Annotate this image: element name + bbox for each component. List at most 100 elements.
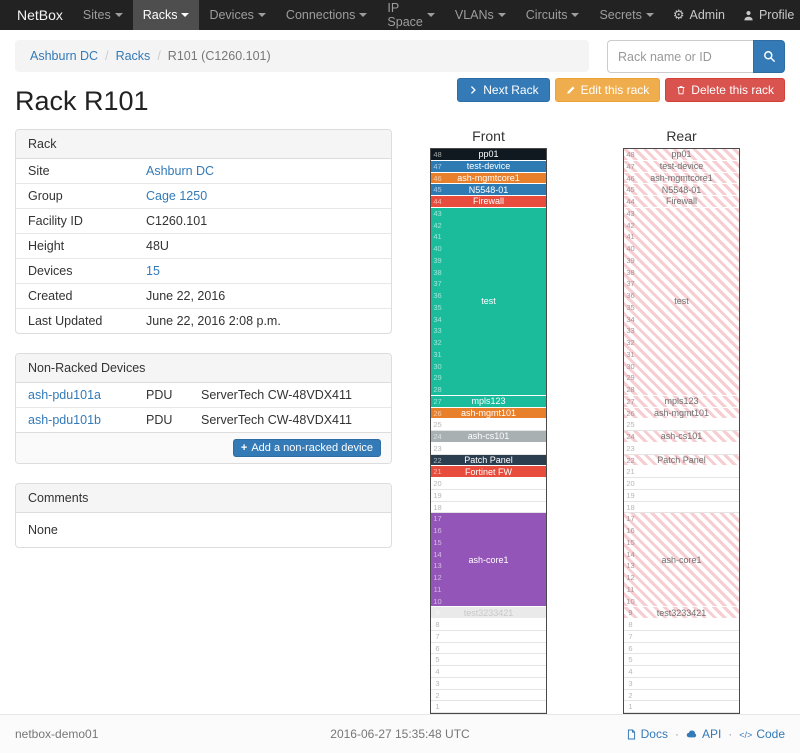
nav-admin[interactable]: ⚙ Admin — [664, 0, 734, 30]
rack-device-ash-mgmt101[interactable]: ash-mgmt101 — [624, 407, 739, 420]
rack-device-ash-mgmt101[interactable]: ash-mgmt101 — [431, 407, 546, 420]
rack-elevations: Front pp01 test-device ash-mgmtcore1 N5548-… — [392, 129, 785, 714]
rack-device-n5548-01[interactable]: N5548-01 — [624, 184, 739, 196]
chevron-down-icon — [257, 13, 266, 17]
nav-item-racks[interactable]: Racks — [132, 0, 200, 30]
breadcrumb-item-ashburn-dc[interactable]: Ashburn DC — [30, 49, 99, 63]
next-rack-button[interactable]: Next Rack — [457, 78, 550, 102]
nav-item-circuits[interactable]: Circuits — [516, 0, 590, 30]
attribute-value: 15 — [134, 258, 391, 284]
footer-link-label: Docs — [640, 727, 668, 741]
rack-unit-empty — [431, 689, 546, 702]
footer-link-code[interactable]: </> Code — [739, 727, 785, 741]
rack-device-fortinet-fw[interactable]: Fortinet FW — [431, 466, 546, 478]
rack-unit-empty — [624, 701, 739, 713]
rack-device-firewall[interactable]: Firewall — [624, 196, 739, 208]
device-label: ash-mgmt101 — [653, 407, 710, 418]
brand-logo[interactable]: NetBox — [17, 7, 63, 23]
footer-link-label: API — [701, 727, 722, 741]
nav-item-sites[interactable]: Sites — [73, 0, 133, 30]
rack-panel-title: Rack — [16, 130, 391, 159]
nav-item-ip-space[interactable]: IP Space — [377, 0, 444, 30]
add-nonracked-device-button[interactable]: + Add a non-racked device — [232, 439, 381, 457]
rack-unit-empty — [624, 689, 739, 702]
nav-item-vlans[interactable]: VLANs — [445, 0, 516, 30]
navbar-right: ⚙AdminProfileLog out — [664, 0, 800, 30]
rack-device-ash-cs101[interactable]: ash-cs101 — [431, 431, 546, 443]
attribute-value-link[interactable]: Cage 1250 — [146, 189, 208, 203]
rack-attribute-row: Devices 15 — [16, 258, 391, 284]
device-label: test-device — [466, 161, 511, 172]
rack-device-test3233421[interactable]: test3233421 — [431, 607, 546, 619]
rack-unit-empty — [624, 442, 739, 455]
footer-link-docs[interactable]: Docs — [626, 727, 668, 741]
nav-item-secrets[interactable]: Secrets — [589, 0, 663, 30]
attribute-name: Devices — [16, 258, 134, 284]
rack-device-firewall[interactable]: Firewall — [431, 196, 546, 208]
nav-item-label: Secrets — [599, 8, 642, 22]
nav-item-label: Connections — [285, 8, 356, 22]
rack-device-ash-mgmtcore1[interactable]: ash-mgmtcore1 — [624, 172, 739, 185]
nav-item-connections[interactable]: Connections — [276, 0, 378, 30]
rack-device-pp01[interactable]: pp01 — [624, 149, 739, 161]
rack-device-test-device[interactable]: test-device — [624, 160, 739, 173]
rack-unit-empty — [624, 489, 739, 502]
rack-device-ash-core1[interactable]: ash-core1 — [431, 513, 546, 608]
rack-unit-empty — [624, 419, 739, 431]
search-input[interactable] — [607, 40, 753, 73]
device-label: ash-mgmt101 — [460, 407, 517, 418]
rack-unit-empty — [624, 654, 739, 666]
rack-device-mpls123[interactable]: mpls123 — [624, 395, 739, 408]
device-name-link[interactable]: ash-pdu101b — [28, 413, 101, 427]
rack-device-ash-core1[interactable]: ash-core1 — [624, 513, 739, 608]
device-name-link[interactable]: ash-pdu101a — [28, 388, 101, 402]
search-button[interactable] — [753, 40, 785, 73]
nonracked-panel: Non-Racked Devices ash-pdu101a PDU ServerT… — [15, 353, 392, 464]
rack-unit-empty — [624, 619, 739, 631]
attribute-name: Facility ID — [16, 208, 134, 234]
nav-profile[interactable]: Profile — [734, 0, 800, 30]
breadcrumb-item-racks[interactable]: Racks — [115, 49, 151, 63]
rack-rear: pp01 test-device ash-mgmtcore1 N5548-01 Fire… — [623, 148, 740, 714]
nav-item-devices[interactable]: Devices — [199, 0, 275, 30]
device-model: ServerTech CW-48VDX411 — [201, 388, 352, 402]
rack-device-ash-cs101[interactable]: ash-cs101 — [624, 431, 739, 443]
rack-device-test[interactable]: test — [624, 207, 739, 396]
attribute-value-link[interactable]: Ashburn DC — [146, 164, 215, 178]
device-label: test3233421 — [463, 607, 514, 618]
rack-device-n5548-01[interactable]: N5548-01 — [431, 184, 546, 196]
rack-unit-empty — [431, 419, 546, 431]
edit-rack-label: Edit this rack — [580, 83, 650, 97]
rack-attribute-row: Facility ID C1260.101 — [16, 208, 391, 234]
rack-device-pp01[interactable]: pp01 — [431, 149, 546, 161]
attribute-value-link[interactable]: 15 — [146, 264, 160, 278]
rack-device-ash-mgmtcore1[interactable]: ash-mgmtcore1 — [431, 172, 546, 185]
delete-rack-button[interactable]: Delete this rack — [665, 78, 785, 102]
rack-unit-empty — [624, 630, 739, 643]
breadcrumb-item-r101-c1260-101: R101 (C1260.101) — [167, 49, 271, 63]
device-name: ash-pdu101a — [16, 383, 134, 408]
front-elevation-title: Front — [472, 128, 505, 144]
page-title: Rack R101 — [15, 86, 149, 116]
device-label: test-device — [659, 161, 704, 172]
chevron-down-icon — [181, 13, 190, 17]
device-label: ash-cs101 — [467, 431, 510, 442]
rack-device-test[interactable]: test — [431, 207, 546, 396]
nav-right-label: Admin — [689, 8, 725, 22]
rack-device-test3233421[interactable]: test3233421 — [624, 607, 739, 619]
comments-panel: Comments None — [15, 483, 392, 548]
footer-link-api[interactable]: API — [686, 727, 721, 741]
rack-device-patch-panel[interactable]: Patch Panel — [431, 454, 546, 467]
rack-unit-empty — [431, 619, 546, 631]
rack-device-mpls123[interactable]: mpls123 — [431, 395, 546, 408]
comments-panel-title: Comments — [16, 484, 391, 513]
topbar: Ashburn DC / Racks / R101 (C1260.101) — [15, 40, 785, 73]
device-label: pp01 — [671, 149, 692, 160]
rack-device-test-device[interactable]: test-device — [431, 160, 546, 173]
edit-rack-button[interactable]: Edit this rack — [554, 78, 661, 102]
rack-front: pp01 test-device ash-mgmtcore1 N5548-01 Fire… — [430, 148, 547, 714]
rack-unit-empty — [624, 642, 739, 655]
rack-unit-empty — [431, 666, 546, 678]
rack-unit-empty — [431, 489, 546, 502]
rack-device-patch-panel[interactable]: Patch Panel — [624, 454, 739, 467]
